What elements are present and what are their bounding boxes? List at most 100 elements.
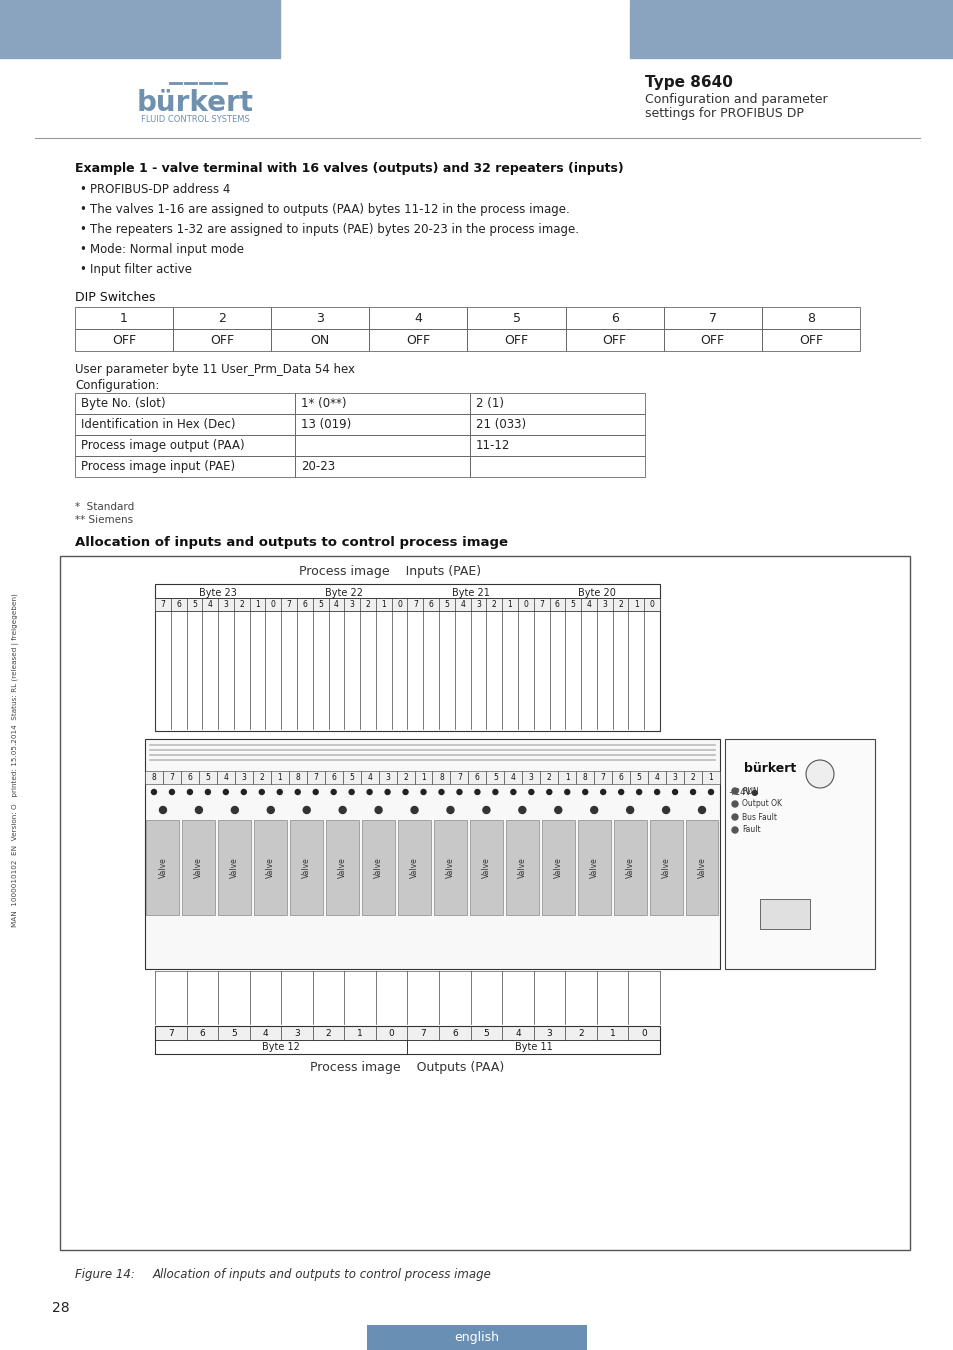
- Text: 4: 4: [459, 599, 465, 609]
- Text: 6: 6: [331, 774, 335, 782]
- Text: 6: 6: [452, 1029, 457, 1038]
- Bar: [218, 819, 251, 915]
- Bar: [629, 0, 953, 58]
- Bar: [432, 771, 450, 784]
- Text: 4: 4: [367, 774, 372, 782]
- Bar: [172, 329, 271, 351]
- Circle shape: [482, 806, 490, 814]
- Circle shape: [331, 790, 335, 795]
- Text: 8: 8: [438, 774, 443, 782]
- Circle shape: [698, 806, 705, 814]
- Text: 0: 0: [640, 1029, 646, 1038]
- Circle shape: [241, 790, 246, 795]
- Bar: [470, 456, 644, 477]
- Text: 5: 5: [570, 599, 575, 609]
- Text: Valve: Valve: [194, 857, 203, 878]
- Bar: [517, 598, 533, 612]
- Bar: [450, 771, 468, 784]
- Circle shape: [731, 828, 738, 833]
- Bar: [187, 1026, 218, 1040]
- Text: 7: 7: [600, 774, 605, 782]
- Bar: [324, 771, 342, 784]
- Bar: [154, 598, 171, 612]
- Text: Valve: Valve: [589, 857, 598, 878]
- Text: 5: 5: [231, 1029, 236, 1038]
- Bar: [289, 771, 307, 784]
- Circle shape: [805, 760, 833, 788]
- Bar: [0, 0, 280, 58]
- Bar: [576, 771, 594, 784]
- Text: Fault: Fault: [741, 825, 760, 834]
- Circle shape: [294, 790, 300, 795]
- Circle shape: [662, 806, 669, 814]
- Text: 7: 7: [313, 774, 317, 782]
- Bar: [187, 598, 202, 612]
- Text: 3: 3: [385, 774, 390, 782]
- Bar: [612, 771, 630, 784]
- Text: 2: 2: [365, 599, 370, 609]
- Bar: [154, 1026, 659, 1054]
- Text: 6: 6: [188, 774, 193, 782]
- Text: 2: 2: [618, 599, 622, 609]
- Bar: [360, 598, 375, 612]
- Bar: [434, 819, 466, 915]
- Text: 4: 4: [515, 1029, 520, 1038]
- Text: 1: 1: [420, 774, 425, 782]
- Bar: [578, 819, 610, 915]
- Text: 1: 1: [507, 599, 512, 609]
- Text: Valve: Valve: [445, 857, 455, 878]
- Text: Valve: Valve: [553, 857, 562, 878]
- Bar: [344, 1026, 375, 1040]
- Text: 4: 4: [208, 599, 213, 609]
- Text: 2: 2: [546, 774, 551, 782]
- Text: ON: ON: [311, 333, 330, 347]
- Circle shape: [205, 790, 211, 795]
- Text: 3: 3: [476, 599, 480, 609]
- Text: 3: 3: [350, 599, 355, 609]
- Circle shape: [402, 790, 408, 795]
- Bar: [218, 598, 233, 612]
- Bar: [407, 1040, 659, 1054]
- Text: 0: 0: [389, 1029, 395, 1038]
- Bar: [378, 771, 396, 784]
- Bar: [665, 771, 683, 784]
- Bar: [533, 1026, 565, 1040]
- Text: 2: 2: [259, 774, 264, 782]
- Circle shape: [636, 790, 641, 795]
- Text: OFF: OFF: [700, 333, 724, 347]
- Text: 5: 5: [483, 1029, 489, 1038]
- Circle shape: [731, 801, 738, 807]
- Circle shape: [654, 790, 659, 795]
- Bar: [438, 598, 455, 612]
- Text: Process image    Outputs (PAA): Process image Outputs (PAA): [310, 1061, 504, 1075]
- Bar: [597, 598, 612, 612]
- Text: Valve: Valve: [660, 857, 670, 878]
- Bar: [423, 598, 438, 612]
- Text: Allocation of inputs and outputs to control process image: Allocation of inputs and outputs to cont…: [152, 1268, 492, 1281]
- Text: The valves 1-16 are assigned to outputs (PAA) bytes 11-12 in the process image.: The valves 1-16 are assigned to outputs …: [90, 202, 569, 216]
- Text: 1: 1: [381, 599, 386, 609]
- Text: 6: 6: [555, 599, 559, 609]
- Circle shape: [367, 790, 372, 795]
- Bar: [470, 1026, 501, 1040]
- Text: 2: 2: [690, 774, 695, 782]
- Bar: [145, 771, 163, 784]
- Bar: [296, 598, 313, 612]
- Bar: [250, 1026, 281, 1040]
- Text: bürkert: bürkert: [136, 89, 253, 117]
- Text: •: •: [79, 263, 86, 275]
- Bar: [254, 819, 287, 915]
- Text: 8: 8: [295, 774, 300, 782]
- Text: 2 (1): 2 (1): [476, 397, 503, 410]
- Text: PROFIBUS-DP address 4: PROFIBUS-DP address 4: [90, 184, 230, 196]
- Text: •: •: [79, 202, 86, 216]
- Circle shape: [510, 790, 516, 795]
- Bar: [342, 771, 360, 784]
- Bar: [154, 1040, 407, 1054]
- Circle shape: [303, 806, 310, 814]
- Text: 0: 0: [523, 599, 528, 609]
- Bar: [216, 771, 234, 784]
- Text: Byte 11: Byte 11: [515, 1042, 552, 1052]
- Circle shape: [438, 790, 443, 795]
- Bar: [202, 598, 218, 612]
